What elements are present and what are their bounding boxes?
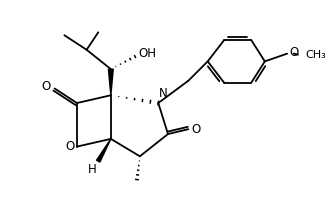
Text: O: O: [191, 123, 200, 136]
Text: O: O: [289, 46, 298, 59]
Polygon shape: [97, 139, 111, 162]
Text: O: O: [42, 80, 51, 93]
Text: H: H: [87, 163, 96, 176]
Text: OH: OH: [138, 47, 156, 60]
Text: O: O: [66, 140, 75, 153]
Polygon shape: [109, 69, 113, 95]
Text: N: N: [159, 87, 168, 100]
Text: CH₃: CH₃: [306, 50, 326, 60]
